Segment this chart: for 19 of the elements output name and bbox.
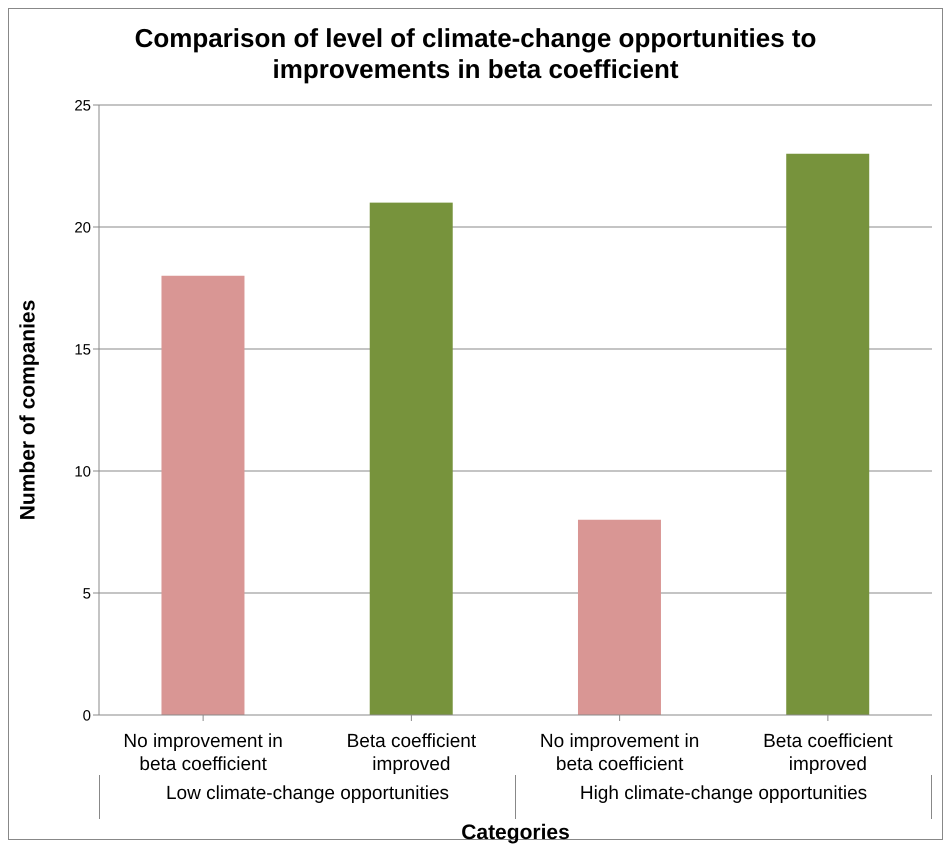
text: High climate-change opportunities (515, 775, 932, 819)
y-tick-label: 0 (82, 707, 91, 724)
chart-title: Comparison of level of climate-change opportunities to improvements in beta coefficient (134, 22, 818, 85)
y-tick-label: 5 (82, 585, 91, 602)
y-tick-label: 10 (74, 463, 91, 480)
x-tick-label: No improvement in beta coefficient (540, 731, 700, 775)
text: Low climate-change opportunities (99, 775, 515, 819)
y-axis-title: Number of companies (16, 300, 40, 520)
bar (578, 520, 661, 715)
bar (161, 276, 244, 715)
y-tick-label: 20 (74, 219, 91, 236)
bar (786, 154, 870, 715)
x-axis-title: Categories (460, 821, 571, 845)
x-tick-label: No improvement in beta coefficient (123, 731, 283, 775)
x-tick-label: Beta coefficient improved (346, 731, 477, 775)
x-tick-label: Beta coefficient improved (763, 731, 894, 775)
y-tick-label: 25 (74, 97, 91, 114)
y-tick-label: 15 (74, 341, 91, 358)
bar (370, 202, 453, 715)
